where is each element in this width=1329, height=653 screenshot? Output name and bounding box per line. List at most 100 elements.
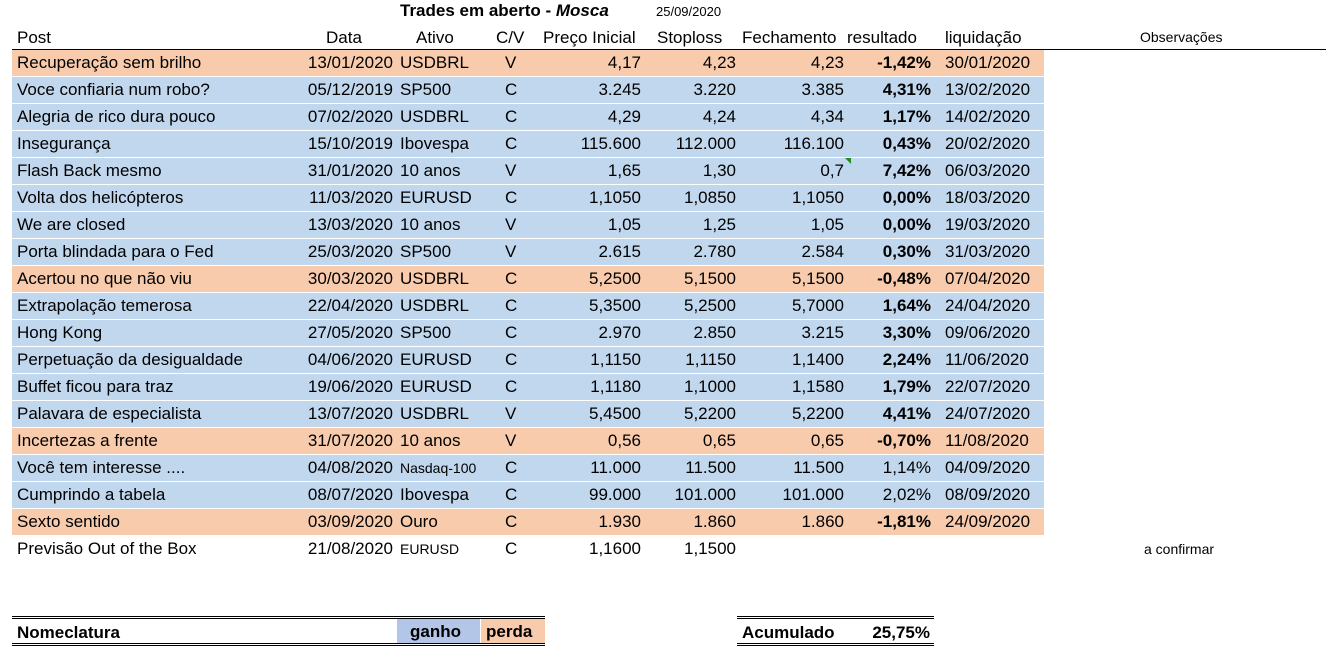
- cell-fech: 4,23: [810, 53, 844, 72]
- cell-preco: 4,17: [607, 53, 641, 72]
- cell-preco: 1.930: [598, 512, 641, 531]
- cell-post: Flash Back mesmo: [17, 161, 162, 180]
- cell-post: Hong Kong: [17, 323, 103, 342]
- cell-cv: V: [505, 161, 517, 180]
- cell-data: 22/04/2020: [307, 296, 393, 315]
- header-ativo: Ativo: [416, 28, 454, 47]
- table-row: Recuperação sem brilho 13/01/2020 USDBRL V 4…: [12, 50, 1044, 77]
- cell-liq: 30/01/2020: [945, 53, 1031, 72]
- cell-preco: 2.615: [598, 242, 641, 261]
- cell-cv: C: [505, 350, 518, 369]
- cell-liq: 11/08/2020: [945, 431, 1029, 450]
- title-date: 25/09/2020: [656, 4, 722, 19]
- cell-liq: 31/03/2020: [945, 242, 1031, 261]
- cell-data: 27/05/2020: [307, 323, 393, 342]
- cell-data: 13/01/2020: [307, 53, 393, 72]
- cell-ativo: SP500: [400, 242, 452, 261]
- cell-stop: 2.850: [693, 323, 736, 342]
- cell-fech: 1,1580: [792, 377, 844, 396]
- cell-cv: V: [505, 53, 517, 72]
- cell-res: 4,41%: [882, 404, 931, 423]
- cell-liq: 04/09/2020: [945, 458, 1031, 477]
- cell-preco: 3.245: [598, 80, 641, 99]
- cell-preco: 1,05: [607, 215, 641, 234]
- cell-ativo: EURUSD: [400, 377, 472, 396]
- cell-ativo: USDBRL: [400, 296, 469, 315]
- cell-ativo: EURUSD: [400, 188, 472, 207]
- cell-res: 1,64%: [882, 296, 931, 315]
- cell-ativo: 10 anos: [400, 215, 461, 234]
- header-res: resultado: [847, 28, 917, 47]
- cell-data: 15/10/2019: [307, 134, 393, 153]
- table-row: Incertezas a frente 31/07/2020 10 anos V 0,5…: [12, 428, 1044, 455]
- cell-ativo: Ibovespa: [400, 134, 469, 153]
- cell-liq: 19/03/2020: [945, 215, 1031, 234]
- cell-ativo: 10 anos: [400, 161, 461, 180]
- cell-stop: 112.000: [675, 134, 736, 153]
- cell-data: 19/06/2020: [307, 377, 393, 396]
- cell-data: 04/08/2020: [307, 458, 393, 477]
- cell-liq: 20/02/2020: [945, 134, 1031, 153]
- cell-ativo: EURUSD: [400, 541, 460, 557]
- cell-ativo: USDBRL: [400, 53, 469, 72]
- cell-res: 2,24%: [882, 350, 931, 369]
- cell-preco: 4,29: [607, 107, 641, 126]
- cell-res: 1,14%: [882, 458, 931, 477]
- cell-cv: C: [505, 107, 518, 126]
- table-row: Hong Kong 27/05/2020 SP500 C 2.970 2.850 3.215…: [12, 320, 1044, 347]
- cell-fech: 1,05: [810, 215, 844, 234]
- cell-cv: V: [505, 242, 517, 261]
- cell-liq: 14/02/2020: [945, 107, 1031, 126]
- cell-ativo: Ouro: [400, 512, 438, 531]
- legend-box: Nomeclatura ganho perda: [12, 616, 545, 646]
- cell-post: Incertezas a frente: [17, 431, 158, 450]
- cell-liq: 18/03/2020: [945, 188, 1031, 207]
- cell-fech: 0,65: [810, 431, 844, 450]
- cell-preco: 115.600: [580, 134, 641, 153]
- cell-res: 0,00%: [882, 188, 931, 207]
- cell-cv: C: [505, 458, 518, 477]
- header-preco: Preço Inicial: [543, 28, 636, 47]
- cell-ativo: USDBRL: [400, 404, 469, 423]
- cell-data: 03/09/2020: [307, 512, 393, 531]
- cell-fech: 0,7: [820, 161, 844, 180]
- cell-stop: 11.500: [685, 458, 736, 477]
- comment-indicator-icon: [845, 158, 851, 164]
- header-cv: C/V: [496, 28, 525, 47]
- header-post: Post: [17, 28, 52, 47]
- cell-post: Insegurança: [17, 134, 111, 153]
- cell-res: -0,70%: [877, 431, 931, 450]
- cell-data: 07/02/2020: [307, 107, 393, 126]
- cell-fech: 1.860: [801, 512, 844, 531]
- cell-post: Acertou no que não viu: [17, 269, 192, 288]
- cell-data: 31/01/2020: [307, 161, 393, 180]
- legend-loss: perda: [481, 619, 545, 643]
- table-row: Flash Back mesmo 31/01/2020 10 anos V 1,65 1,…: [12, 158, 1044, 185]
- cell-stop: 3.220: [693, 80, 736, 99]
- cell-liq: 24/07/2020: [945, 404, 1031, 423]
- table-row: Sexto sentido 03/09/2020 Ouro C 1.930 1.860 1.…: [12, 509, 1044, 536]
- cell-stop: 2.780: [693, 242, 736, 261]
- cell-stop: 1.860: [693, 512, 736, 531]
- table-row: Alegria de rico dura pouco 07/02/2020 USDB…: [12, 104, 1044, 131]
- cell-fech: 5,2200: [792, 404, 844, 423]
- cell-preco: 2.970: [598, 323, 641, 342]
- cell-ativo: SP500: [400, 80, 452, 99]
- cell-res: 4,31%: [882, 80, 931, 99]
- cell-cv: C: [505, 485, 518, 504]
- cell-post: Você tem interesse ....: [17, 458, 186, 477]
- cell-res: 0,43%: [882, 134, 931, 153]
- sheet-title: Trades em aberto - Mosca 25/09/2020: [0, 0, 1329, 24]
- cell-post: Volta dos helicópteros: [17, 188, 184, 207]
- cell-fech: 116.100: [783, 134, 844, 153]
- legend-title: Nomeclatura: [17, 623, 120, 642]
- cell-preco: 1,65: [607, 161, 641, 180]
- cell-ativo: USDBRL: [400, 107, 469, 126]
- cell-stop: 1,0850: [684, 188, 736, 207]
- cell-data: 31/07/2020: [307, 431, 393, 450]
- cell-preco: 5,2500: [589, 269, 641, 288]
- cell-cv: C: [505, 377, 518, 396]
- table-row: Insegurança 15/10/2019 Ibovespa C 115.600 112…: [12, 131, 1044, 158]
- cell-res: 0,30%: [882, 242, 931, 261]
- cell-stop: 0,65: [702, 431, 736, 450]
